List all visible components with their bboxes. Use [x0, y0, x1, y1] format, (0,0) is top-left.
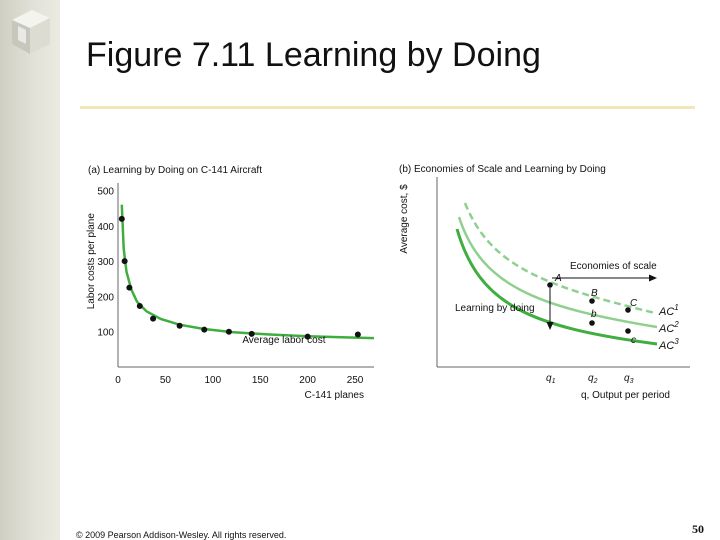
- page-number: 50: [692, 522, 704, 536]
- chart-a-data-point: [118, 215, 125, 222]
- chart-a-x-tick-label: 250: [347, 375, 364, 386]
- chart-a-x-tick-label: 150: [252, 375, 269, 386]
- chart-b-point-label: b: [591, 309, 597, 320]
- chart-a-data-point: [126, 284, 133, 291]
- chart-a-data-point: [304, 333, 311, 340]
- chart-a-x-tick-label: 200: [299, 375, 316, 386]
- chart-a-data-point: [150, 315, 157, 322]
- chart-b-series-label-2: AC2: [658, 320, 679, 335]
- chart-b-point-label: c: [631, 335, 636, 346]
- chart-a-data-point: [176, 322, 183, 329]
- slide-title: Figure 7.11 Learning by Doing: [86, 36, 541, 74]
- chart-b-learning-arrowhead: [546, 322, 554, 330]
- chart-b-x-axis-label: q, Output per period: [581, 390, 670, 401]
- chart-a-data-point: [248, 330, 255, 337]
- chart-b-ac3-curve: [455, 228, 658, 346]
- chart-b-title: (b) Economies of Scale and Learning by D…: [399, 164, 606, 175]
- chart-a-x-tick-label: 0: [115, 375, 121, 386]
- chart-b-point-B: [589, 298, 595, 304]
- glass-cube-icon: [12, 10, 50, 54]
- chart-panel-b: (b) Economies of Scale and Learning by D…: [399, 164, 690, 401]
- chart-b-x-tick-label: q2: [588, 373, 598, 385]
- chart-b-series-label-1: AC1: [658, 303, 679, 318]
- chart-b-x-tick-label: q3: [624, 373, 634, 385]
- chart-a-data-point: [225, 328, 232, 335]
- chart-a-title: (a) Learning by Doing on C-141 Aircraft: [88, 165, 262, 176]
- chart-b-economies-arrowhead: [649, 274, 657, 282]
- chart-a-y-tick-label: 300: [97, 257, 114, 268]
- chart-b-annotation-learning-by-doing: Learning by doing: [455, 303, 535, 314]
- chart-a-x-axis-label: C-141 planes: [305, 390, 364, 401]
- chart-a-average-labor-cost-curve: [120, 204, 375, 340]
- chart-b-y-axis-label: Average cost, $: [399, 184, 410, 254]
- chart-a-y-tick-label: 100: [97, 328, 114, 339]
- chart-b-point-c: [625, 328, 631, 334]
- chart-a-y-tick-label: 500: [97, 187, 114, 198]
- chart-b-point-label: B: [591, 288, 598, 299]
- chart-a-y-tick-label: 400: [97, 222, 114, 233]
- chart-a-data-point: [201, 326, 208, 333]
- title-rule: [80, 106, 695, 109]
- chart-a-data-point: [121, 258, 128, 265]
- chart-panel-a: (a) Learning by Doing on C-141 Aircraft 0…: [86, 165, 375, 401]
- chart-b-series-label-3: AC3: [658, 337, 679, 352]
- copyright-text: © 2009 Pearson Addison-Wesley. All right…: [76, 530, 287, 540]
- chart-b-annotation-economies-of-scale: Economies of scale: [570, 261, 657, 272]
- chart-a-x-tick-label: 100: [204, 375, 221, 386]
- slide-sidebar: [0, 0, 60, 540]
- chart-a-y-axis-label: Labor costs per plane: [86, 213, 97, 310]
- chart-b-ac1-curve: [463, 202, 656, 315]
- chart-a-curve-label: Average labor cost: [242, 335, 325, 346]
- chart-b-point-b: [589, 320, 595, 326]
- chart-b-ac2-curve: [457, 216, 658, 329]
- chart-b-point-label: C: [630, 298, 638, 309]
- chart-a-data-point: [354, 331, 361, 338]
- chart-b-x-tick-label: q1: [546, 373, 556, 385]
- chart-a-y-tick-label: 200: [97, 292, 114, 303]
- chart-b-point-C: [625, 307, 631, 313]
- chart-a-x-tick-label: 50: [160, 375, 172, 386]
- chart-b-point-A: [547, 282, 553, 288]
- chart-a-data-point: [136, 302, 143, 309]
